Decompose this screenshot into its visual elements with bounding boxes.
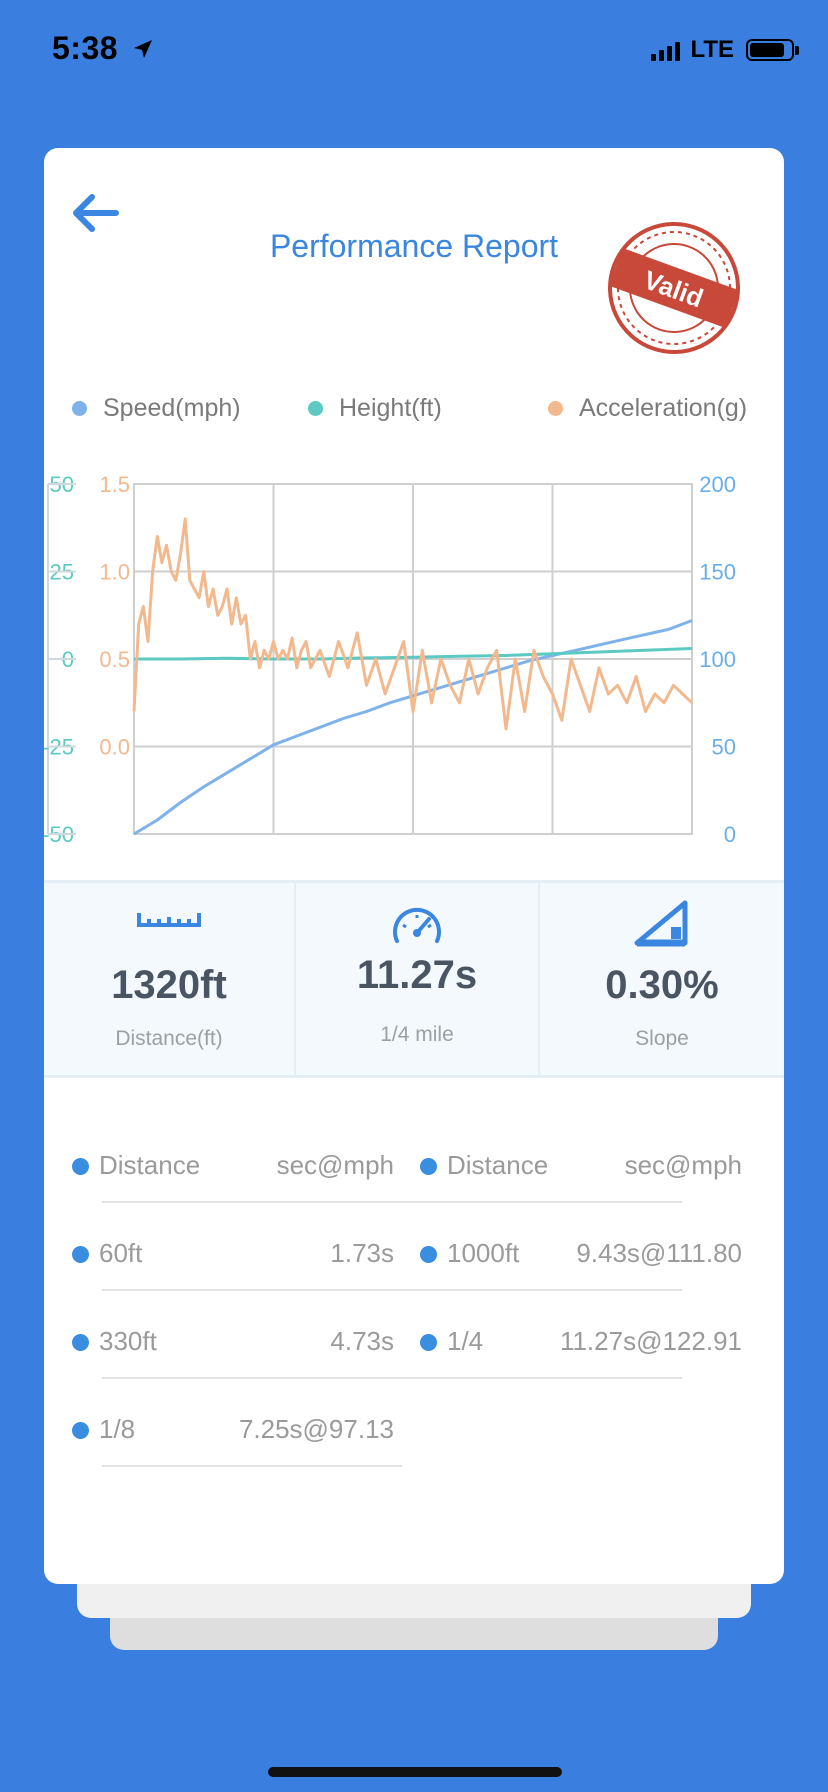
split-time-330ft: 4.73s xyxy=(330,1326,394,1356)
battery-icon xyxy=(746,39,799,61)
page-title: Performance Report xyxy=(269,228,559,264)
stat-quarter-mile: 11.27s 1/4 mile xyxy=(294,883,538,1075)
header-distance-right: Distance xyxy=(447,1150,549,1180)
header-distance-left: Distance xyxy=(99,1150,201,1180)
report-card: Performance Report Valid Speed(mph) Heig… xyxy=(44,148,784,1584)
stat-slope-label: Slope xyxy=(635,1027,689,1050)
acceleration-tick-label: 0.0 xyxy=(99,735,130,760)
network-label: LTE xyxy=(690,36,734,63)
header-secmph-left: sec@mph xyxy=(276,1150,394,1180)
row-divider xyxy=(102,1465,402,1467)
speed-tick-label: 200 xyxy=(699,472,736,497)
legend-label-height: Height(ft) xyxy=(339,394,442,422)
legend-dot-height xyxy=(308,401,323,416)
stat-quarter-mile-label: 1/4 mile xyxy=(380,1023,454,1046)
split-time-eighth: 7.25s@97.13 xyxy=(238,1414,394,1444)
chart-legend: Speed(mph) Height(ft) Acceleration(g) xyxy=(44,394,784,424)
home-indicator xyxy=(268,1767,562,1777)
stat-slope-value: 0.30% xyxy=(605,963,719,1007)
row-divider xyxy=(102,1201,682,1203)
split-distance-eighth: 1/8 xyxy=(99,1414,136,1444)
speed-tick-label: 150 xyxy=(699,560,736,585)
ruler-icon xyxy=(137,913,201,927)
valid-stamp: Valid xyxy=(608,222,740,354)
bullet-dot xyxy=(420,1158,437,1175)
bullet-dot xyxy=(420,1246,437,1263)
split-time-1000ft: 9.43s@111.80 xyxy=(576,1238,742,1268)
bullet-dot xyxy=(72,1158,89,1175)
split-time-quarter: 11.27s@122.91 xyxy=(559,1326,742,1356)
stat-quarter-mile-value: 11.27s xyxy=(356,953,478,997)
split-distance-quarter: 1/4 xyxy=(447,1326,484,1356)
speedometer-icon xyxy=(393,907,441,943)
slope-icon xyxy=(634,900,688,947)
legend-label-acceleration: Acceleration(g) xyxy=(579,394,748,422)
series-line-acceleration xyxy=(132,517,694,731)
legend-dot-speed xyxy=(72,401,87,416)
signal-bars-icon xyxy=(651,39,681,61)
location-arrow-icon xyxy=(134,40,152,58)
status-time: 5:38 xyxy=(52,30,119,66)
acceleration-tick-label: 1.5 xyxy=(99,472,130,497)
stat-distance-label: Distance(ft) xyxy=(115,1027,223,1050)
legend-dot-acceleration xyxy=(548,401,563,416)
acceleration-tick-label: 0.5 xyxy=(99,647,130,672)
row-divider xyxy=(102,1377,682,1379)
split-time-60ft: 1.73s xyxy=(330,1238,394,1268)
split-distance-1000ft: 1000ft xyxy=(447,1238,520,1268)
bullet-dot xyxy=(72,1246,89,1263)
stat-distance: 1320ft Distance(ft) xyxy=(44,883,294,1075)
stats-panel: 1320ft Distance(ft) 11.27s 1/4 mile 0.30… xyxy=(44,880,784,1078)
series-line-speed xyxy=(133,619,693,836)
acceleration-tick-label: 1.0 xyxy=(99,560,130,585)
header-secmph-right: sec@mph xyxy=(624,1150,742,1180)
speed-tick-label: 0 xyxy=(724,822,736,847)
back-button[interactable] xyxy=(64,188,126,238)
legend-item-height: Height(ft) xyxy=(308,394,442,423)
legend-item-speed: Speed(mph) xyxy=(72,394,241,423)
row-divider xyxy=(102,1289,682,1291)
speed-tick-label: 100 xyxy=(699,647,736,672)
stat-slope: 0.30% Slope xyxy=(538,883,784,1075)
arrow-left-icon xyxy=(73,194,119,232)
bullet-dot xyxy=(420,1334,437,1351)
bullet-dot xyxy=(72,1422,89,1439)
stat-distance-value: 1320ft xyxy=(111,963,227,1007)
split-distance-60ft: 60ft xyxy=(99,1238,143,1268)
splits-table: Distance sec@mph Distance sec@mph 60ft 1… xyxy=(44,1078,784,1498)
bullet-dot xyxy=(72,1334,89,1351)
status-indicators: LTE xyxy=(651,36,799,64)
series-line-height xyxy=(134,647,693,661)
legend-item-acceleration: Acceleration(g) xyxy=(548,394,747,423)
split-distance-330ft: 330ft xyxy=(99,1326,157,1356)
legend-label-speed: Speed(mph) xyxy=(103,394,241,422)
status-bar: 5:38 LTE xyxy=(0,0,828,100)
speed-tick-label: 50 xyxy=(712,735,736,760)
